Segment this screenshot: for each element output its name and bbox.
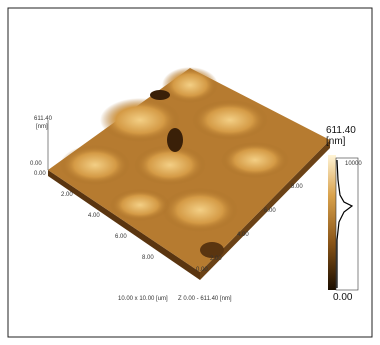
colorbar (328, 155, 336, 290)
colorbar-max: 611.40 (326, 125, 356, 136)
x-tick-label: 2.00 (61, 192, 73, 198)
hist-max: 10000 (345, 161, 362, 167)
y-tick-label: 8.00 (291, 184, 303, 190)
x-tick-label: 4.00 (88, 213, 100, 219)
afm-view: 611.40 [nm] 0.00 0.002.004.006.008.00 0.… (0, 0, 380, 345)
y-tick-label: 6.00 (264, 208, 276, 214)
z-max: 611.40 (34, 116, 53, 122)
colorbar-unit: [nm] (326, 136, 346, 147)
z-unit: [nm] (36, 124, 48, 130)
x-tick-label: 8.00 (142, 255, 154, 261)
colorbar-min: 0.00 (333, 292, 353, 303)
y-tick-label: 4.00 (237, 232, 249, 238)
corner-label: 0.00 (196, 267, 208, 273)
caption-z: Z 0.00 - 611.40 [nm] (178, 296, 232, 302)
surface (48, 67, 330, 280)
z-min: 0.00 (30, 161, 42, 167)
y-tick-label: 2.00 (210, 256, 222, 262)
caption-size: 10.00 x 10.00 [um] (118, 296, 168, 302)
x-tick-label: 6.00 (115, 234, 127, 240)
x-tick-label: 0.00 (34, 171, 46, 177)
